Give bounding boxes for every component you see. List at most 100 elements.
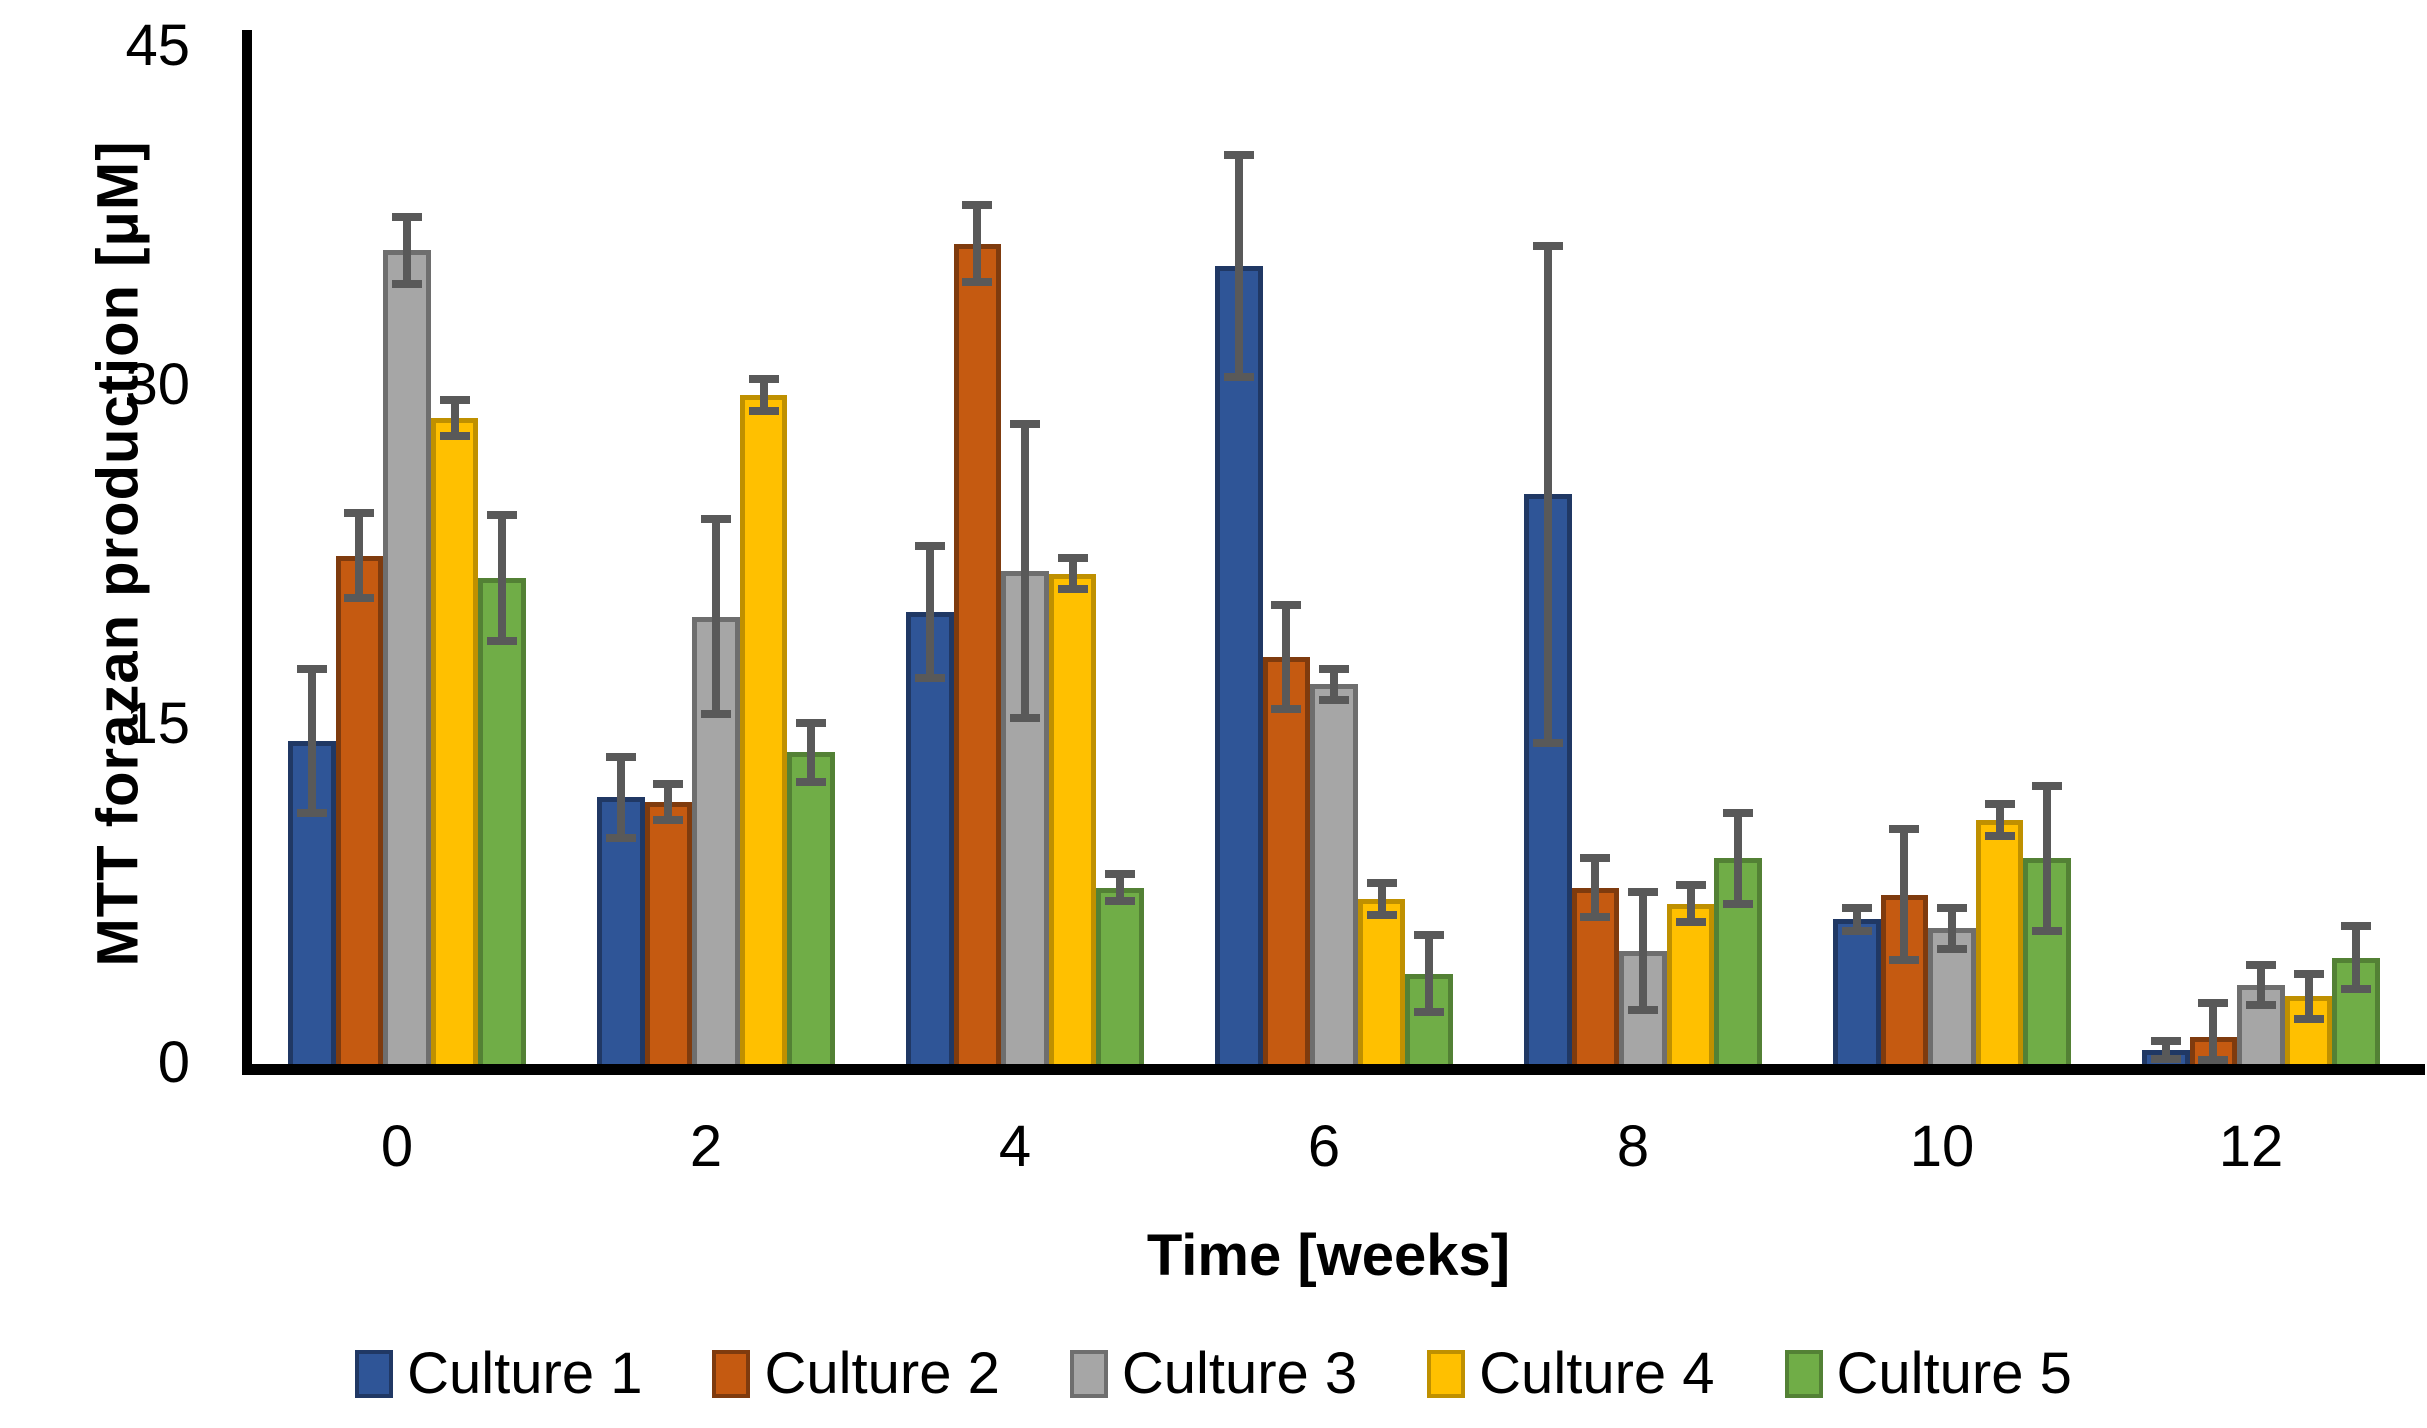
bar-culture-4-week-10	[1975, 819, 2024, 1064]
legend-label: Culture 4	[1479, 1341, 1715, 1406]
error-bar-cap-bottom	[2150, 1055, 2181, 1064]
error-bar-cap-top	[1010, 420, 1040, 429]
error-bar-cap-bottom	[1937, 944, 1967, 953]
error-bar	[1377, 883, 1386, 915]
error-bar-cap-top	[2293, 969, 2324, 978]
error-bar-cap-bottom	[1841, 926, 1872, 935]
bar-culture-4-week-2	[739, 395, 788, 1064]
bar-culture-3-week-0	[383, 250, 431, 1064]
bar-culture-4-week-0	[430, 417, 479, 1064]
bar-culture-4-week-8	[1666, 903, 1715, 1064]
error-bar-cap-bottom	[1675, 917, 1706, 926]
legend-swatch-icon	[1427, 1349, 1466, 1398]
error-bar	[307, 668, 316, 814]
bar-culture-2-week-8	[1571, 887, 1620, 1064]
error-bar-cap-top	[344, 508, 375, 517]
error-bar	[1686, 885, 1695, 922]
y-tick-label: 0	[157, 1030, 190, 1095]
error-bar-cap-top	[392, 212, 422, 221]
error-bar	[1068, 557, 1077, 590]
bar-culture-2-week-4	[953, 243, 1002, 1064]
legend-label: Culture 2	[764, 1341, 1000, 1406]
error-bar	[1425, 935, 1434, 1013]
x-tick-label: 4	[998, 1114, 1032, 1179]
error-bar-cap-bottom	[1319, 696, 1349, 705]
error-bar-cap-bottom	[1105, 897, 1136, 906]
error-bar-cap-top	[2150, 1037, 2181, 1046]
legend-swatch-icon	[1069, 1349, 1108, 1398]
y-tick-label: 45	[125, 13, 190, 78]
bar-culture-3-week-10	[1928, 928, 1976, 1064]
error-bar-cap-bottom	[1414, 1008, 1445, 1017]
x-tick-label: 12	[2218, 1114, 2284, 1179]
error-bar	[1234, 155, 1243, 377]
error-bar-cap-top	[1223, 151, 1254, 160]
error-bar-cap-bottom	[1223, 372, 1254, 381]
error-bar-cap-bottom	[1532, 739, 1563, 748]
bar-culture-1-week-4	[906, 612, 954, 1064]
error-bar	[712, 519, 720, 714]
error-bar-cap-top	[748, 375, 779, 384]
bar-culture-2-week-0	[335, 555, 384, 1064]
bar-culture-3-week-6	[1310, 684, 1358, 1064]
error-bar-cap-top	[1319, 664, 1349, 673]
error-bar-cap-top	[701, 515, 731, 524]
error-bar	[1282, 605, 1291, 710]
error-bar-cap-bottom	[1723, 899, 1754, 908]
legend-swatch-icon	[712, 1349, 751, 1398]
bar-culture-2-week-2	[644, 801, 693, 1064]
error-bar	[1639, 892, 1647, 1010]
x-tick-label: 8	[1616, 1114, 1650, 1179]
error-bar	[925, 546, 934, 678]
error-bar-cap-top	[439, 395, 470, 404]
error-bar-cap-bottom	[1057, 585, 1088, 594]
plot-area	[242, 30, 2425, 1075]
bar-culture-2-week-6	[1262, 657, 1311, 1064]
error-bar	[1734, 813, 1743, 904]
error-bar-cap-top	[1271, 601, 1302, 610]
error-bar-cap-bottom	[914, 673, 945, 682]
error-bar-cap-bottom	[1580, 913, 1611, 922]
error-bar-cap-bottom	[296, 809, 327, 818]
bar-culture-5-week-0	[478, 578, 526, 1064]
error-bar-cap-top	[2032, 782, 2063, 791]
bar-culture-1-week-6	[1215, 266, 1263, 1064]
legend: Culture 1 Culture 2 Culture 3 Culture 4 Cult…	[0, 1340, 2427, 1407]
legend-swatch-icon	[355, 1349, 394, 1398]
error-bar	[1330, 668, 1338, 701]
error-bar-cap-bottom	[701, 709, 731, 718]
legend-item-culture-5: Culture 5	[1784, 1340, 2072, 1407]
error-bar-cap-top	[2341, 922, 2372, 931]
error-bar	[1995, 804, 2004, 836]
error-bar-cap-bottom	[2341, 985, 2372, 994]
error-bar	[1900, 828, 1909, 961]
error-bar-cap-top	[1723, 809, 1754, 818]
error-bar-cap-top	[487, 510, 518, 519]
error-bar	[2209, 1002, 2218, 1064]
error-bar-cap-bottom	[1628, 1005, 1658, 1014]
x-tick-label: 6	[1307, 1114, 1341, 1179]
legend-item-culture-3: Culture 3	[1069, 1340, 1357, 1407]
error-bar-cap-bottom	[653, 815, 684, 824]
error-bar	[616, 756, 625, 838]
error-bar-cap-bottom	[439, 431, 470, 440]
error-bar	[2161, 1041, 2170, 1060]
error-bar	[1116, 874, 1125, 902]
error-bar-cap-top	[1057, 553, 1088, 562]
error-bar	[1948, 908, 1956, 949]
error-bar-cap-bottom	[392, 280, 422, 289]
error-bar-cap-top	[1841, 904, 1872, 913]
error-bar	[1543, 245, 1552, 744]
error-bar	[1852, 908, 1861, 931]
bar-culture-1-week-10	[1833, 919, 1881, 1064]
error-bar-cap-top	[1580, 854, 1611, 863]
y-axis-title: MTT forazan production [μM]	[85, 140, 151, 967]
error-bar-cap-top	[914, 542, 945, 551]
error-bar-cap-top	[1532, 241, 1563, 250]
error-bar-cap-top	[1105, 870, 1136, 879]
error-bar	[450, 399, 459, 436]
error-bar-cap-top	[653, 779, 684, 788]
error-bar-cap-bottom	[605, 834, 636, 842]
error-bar-cap-top	[1628, 888, 1658, 897]
